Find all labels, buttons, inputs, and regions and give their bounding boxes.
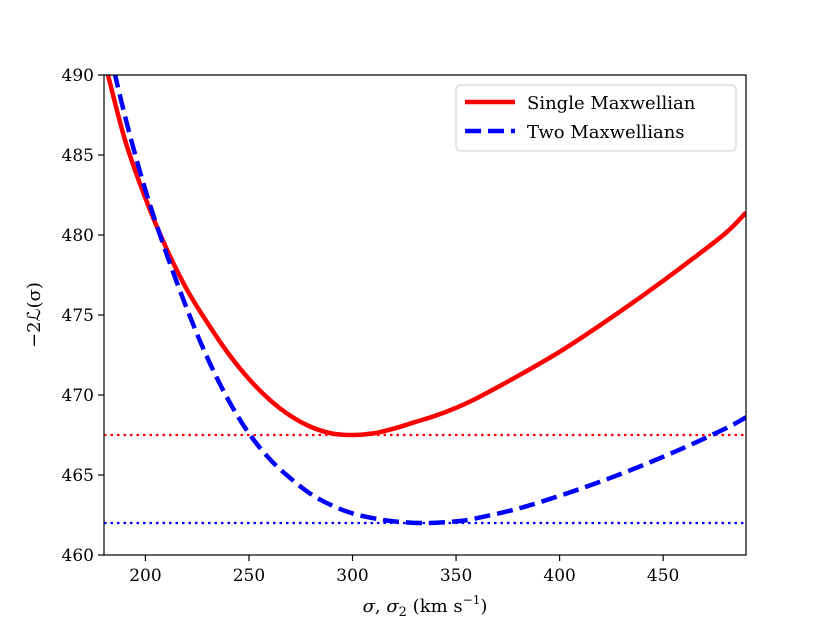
y-tick-label: 490 bbox=[62, 66, 94, 86]
x-tick-label: 450 bbox=[647, 566, 679, 586]
legend-label-two: Two Maxwellians bbox=[527, 122, 685, 143]
legend-box bbox=[455, 84, 737, 152]
x-tick-label: 300 bbox=[336, 566, 368, 586]
series-line-two-maxwellians bbox=[112, 75, 746, 526]
y-tick-label: 470 bbox=[62, 386, 94, 406]
series-line-single-maxwellian bbox=[105, 75, 746, 438]
x-tick-label: 400 bbox=[543, 566, 575, 586]
x-tick-label: 200 bbox=[129, 566, 161, 586]
y-tick-label: 485 bbox=[62, 146, 94, 166]
legend: Single Maxwellian Two Maxwellians bbox=[455, 84, 737, 152]
plot-area bbox=[104, 75, 746, 526]
y-tick-label: 460 bbox=[62, 546, 94, 566]
legend-label-single: Single Maxwellian bbox=[527, 93, 696, 114]
x-axis-label: σ, σ2 (km s−1) bbox=[363, 593, 488, 620]
y-tick-label: 475 bbox=[62, 306, 94, 326]
ticks: 200 250 300 350 400 450 460 465 470 475 480 485 490 bbox=[62, 66, 680, 586]
y-tick-label: 465 bbox=[62, 466, 94, 486]
y-tick-label: 480 bbox=[62, 226, 94, 246]
x-tick-label: 250 bbox=[233, 566, 265, 586]
x-tick-label: 350 bbox=[440, 566, 472, 586]
y-axis-label: −2ℒ(σ) bbox=[24, 282, 45, 348]
